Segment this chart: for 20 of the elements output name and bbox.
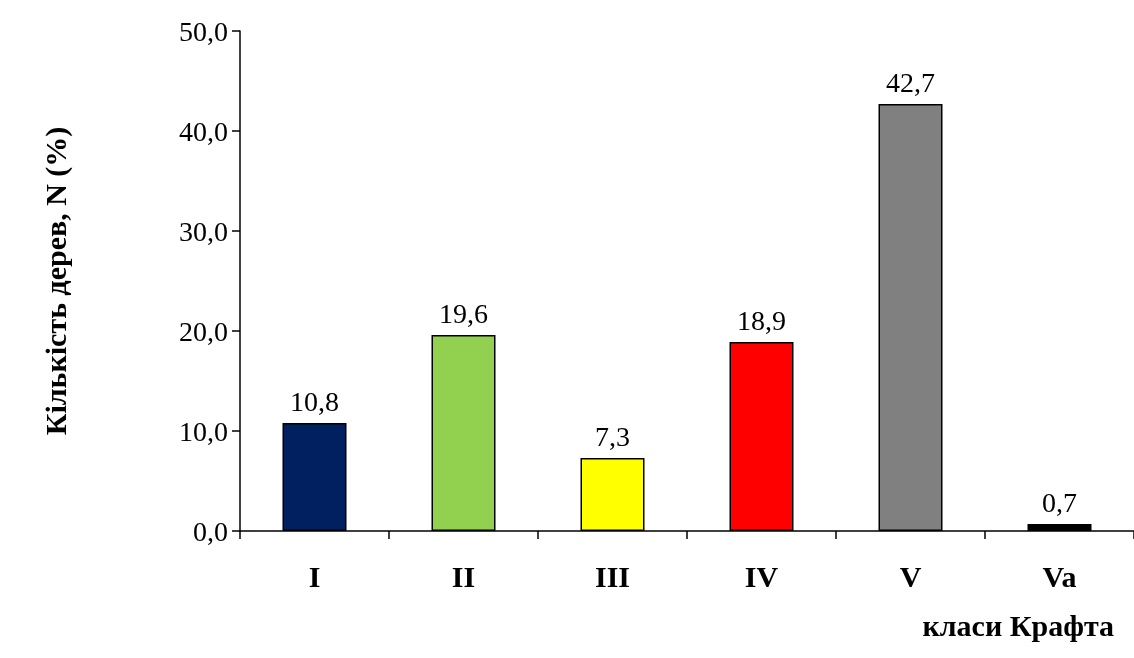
x-tick-label: Va — [1042, 559, 1077, 593]
y-tick-label: 40,0 — [179, 115, 228, 147]
data-label: 10,8 — [290, 385, 339, 417]
x-tick-label: IV — [744, 559, 779, 593]
x-tick-label: II — [451, 559, 476, 593]
data-label: 18,9 — [737, 304, 786, 336]
y-tick-label: 20,0 — [179, 315, 228, 347]
y-tick-label: 50,0 — [179, 15, 228, 47]
y-tick-label: 30,0 — [179, 215, 228, 247]
x-tick-label: I — [308, 559, 321, 593]
y-tick-label: 10,0 — [179, 415, 228, 447]
data-label: 7,3 — [595, 420, 630, 452]
data-label: 19,6 — [439, 297, 488, 329]
x-tick-label: V — [899, 559, 922, 593]
x-axis-title: класи Крафта — [922, 608, 1114, 642]
y-axis-title: Кількість дерев, N (%) — [38, 126, 73, 436]
x-tick-label: III — [594, 559, 631, 593]
y-tick-label: 0,0 — [193, 515, 228, 547]
data-label: 0,7 — [1042, 486, 1077, 518]
data-label: 42,7 — [886, 66, 935, 98]
